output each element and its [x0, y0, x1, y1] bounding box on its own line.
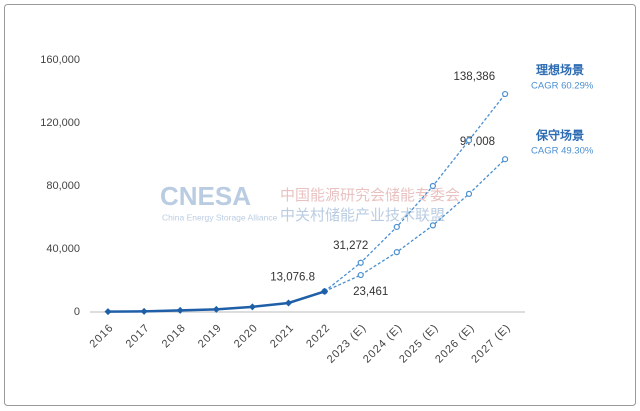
marker — [357, 271, 364, 279]
marker — [248, 303, 256, 311]
marker — [393, 249, 400, 256]
data-label: 138,386 — [454, 71, 496, 83]
marker — [502, 90, 509, 98]
data-label: 23,461 — [353, 286, 388, 298]
legend-label: 理想场景 — [536, 62, 584, 77]
marker — [104, 308, 112, 316]
y-tick-label: 80,000 — [46, 180, 80, 192]
legend-cagr: CAGR 60.29% — [531, 81, 594, 92]
marker — [465, 190, 473, 197]
marker — [285, 299, 292, 307]
marker — [393, 223, 400, 231]
data-label: 31,272 — [333, 240, 368, 252]
marker — [502, 156, 509, 163]
marker — [140, 307, 148, 315]
marker — [429, 222, 436, 229]
watermark-cn: 中国能源研究会储能专委会 — [280, 187, 460, 204]
data-label: 97,008 — [460, 136, 495, 148]
marker — [357, 259, 364, 266]
frame — [4, 4, 636, 406]
legend-cagr: CAGR 49.30% — [531, 146, 594, 157]
watermark-en: China Energy Storage Alliance — [162, 212, 278, 222]
marker — [176, 306, 184, 314]
y-tick-label: 120,000 — [40, 117, 80, 129]
y-tick-label: 160,000 — [40, 54, 80, 66]
watermark-cn: 中关村储能产业技术联盟 — [280, 207, 445, 224]
watermark-logo: CNESA — [160, 181, 251, 211]
marker — [465, 137, 473, 144]
y-tick-label: 0 — [74, 306, 80, 318]
legend-label: 保守场景 — [535, 127, 584, 142]
data-label: 13,076.8 — [270, 271, 315, 283]
watermark: CNESA China Energy Storage Alliance 中国能源… — [160, 181, 460, 224]
marker — [429, 182, 436, 190]
marker — [212, 305, 220, 313]
y-tick-label: 40,000 — [46, 243, 80, 255]
marker — [321, 287, 329, 295]
